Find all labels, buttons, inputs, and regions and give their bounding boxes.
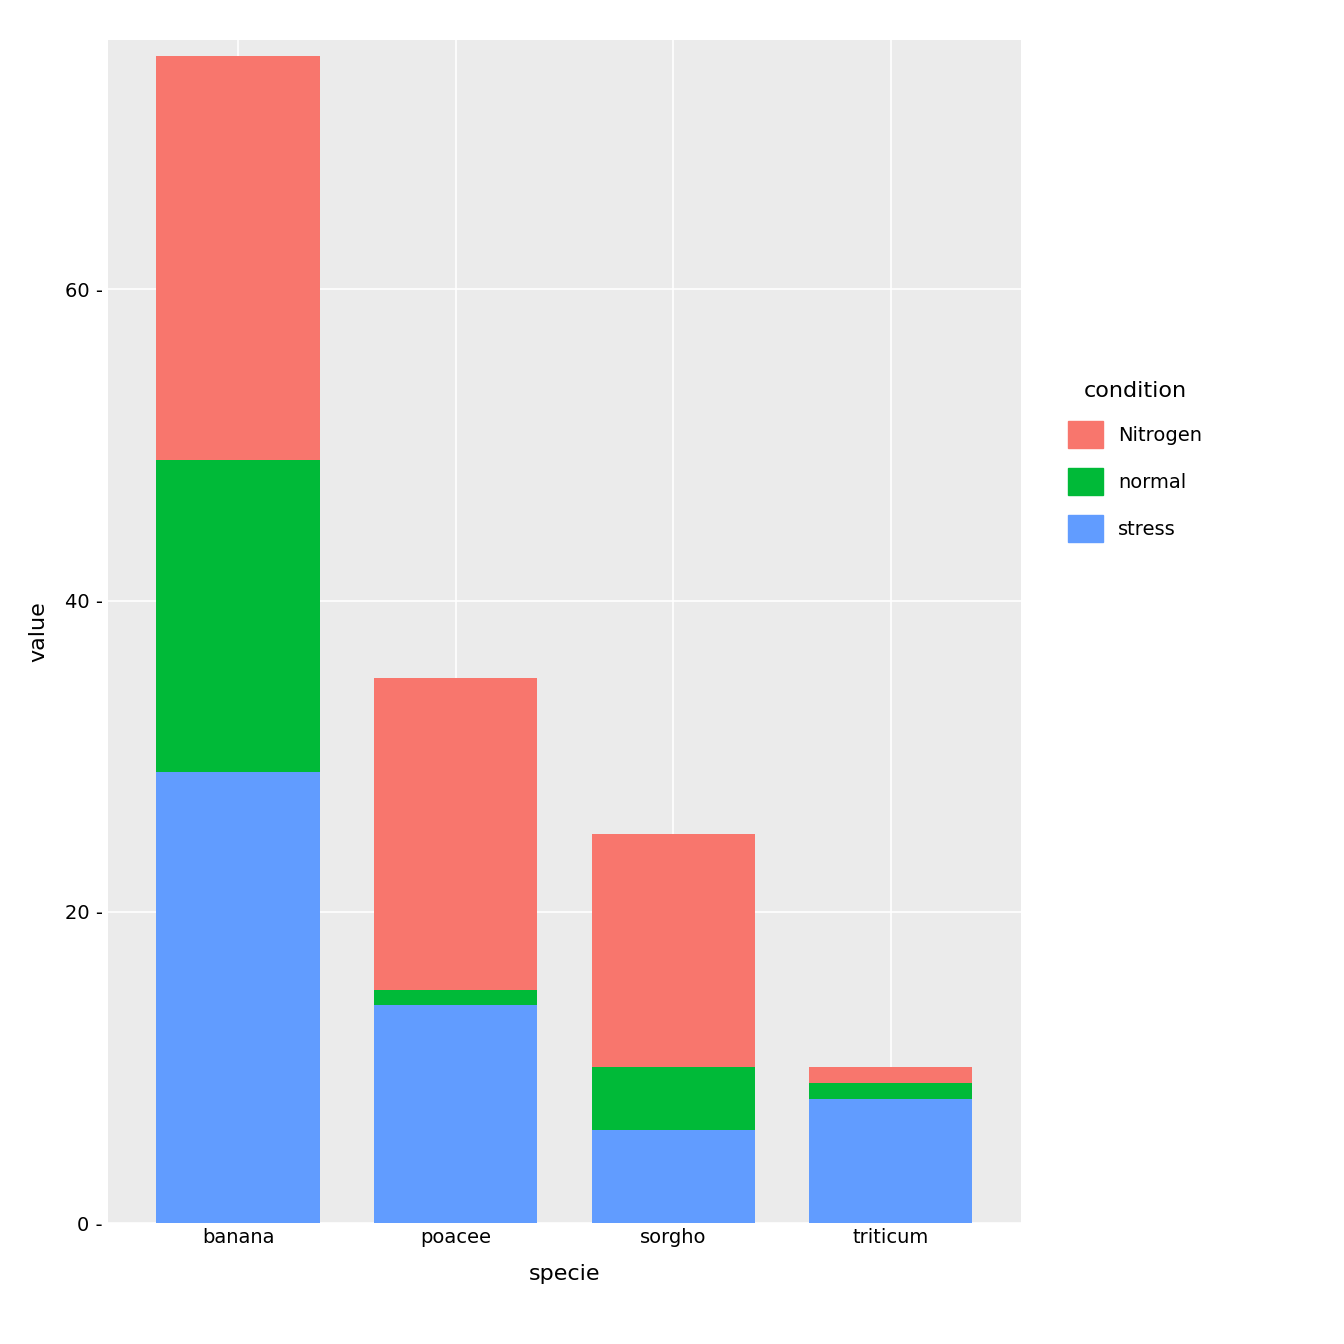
Bar: [591, 1130, 755, 1223]
Bar: [591, 1067, 755, 1130]
Bar: [809, 1098, 973, 1223]
Bar: [809, 1067, 973, 1083]
Legend: Nitrogen, normal, stress: Nitrogen, normal, stress: [1067, 382, 1203, 542]
Y-axis label: value: value: [28, 601, 48, 663]
Bar: [374, 679, 538, 989]
Bar: [591, 835, 755, 1067]
Bar: [156, 771, 320, 1223]
Bar: [374, 1005, 538, 1223]
Bar: [374, 989, 538, 1005]
X-axis label: specie: specie: [528, 1263, 601, 1284]
Bar: [156, 56, 320, 461]
Bar: [809, 1083, 973, 1098]
Bar: [156, 461, 320, 771]
